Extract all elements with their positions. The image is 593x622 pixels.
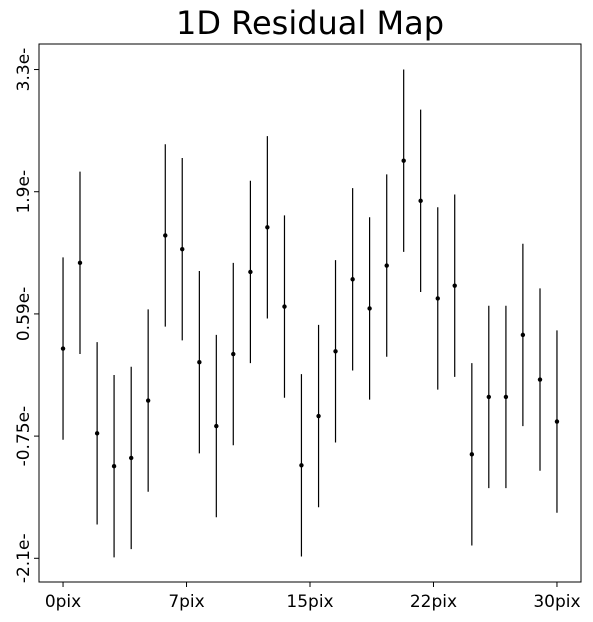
point (248, 269, 253, 275)
x-tick-label: 7pix (168, 592, 204, 612)
y-tick-label: 3.3e- (14, 48, 34, 92)
point (214, 423, 219, 429)
x-tick-label: 22pix (410, 592, 457, 612)
point (350, 277, 355, 282)
point (94, 431, 100, 436)
y-tick-label: -0.75e- (14, 406, 34, 467)
point (367, 306, 372, 311)
point (231, 351, 236, 357)
point (60, 346, 66, 351)
point (180, 246, 185, 252)
point (128, 455, 134, 461)
x-tick-label: 0pix (45, 592, 81, 612)
point (435, 296, 440, 301)
point (486, 394, 492, 400)
point (145, 398, 151, 403)
point (299, 463, 304, 468)
chart-title: 1D Residual Map (176, 4, 444, 42)
point (503, 394, 509, 400)
y-tick-label: -2.1e- (14, 533, 34, 583)
x-tick-label: 30pix (533, 592, 580, 612)
y-tick-label: 1.9e- (14, 170, 34, 214)
point (401, 158, 406, 163)
point (197, 360, 202, 365)
point (282, 304, 287, 309)
point (452, 283, 457, 288)
point (418, 198, 423, 204)
x-tick-label: 15pix (286, 592, 333, 612)
point (520, 332, 526, 338)
point (384, 263, 389, 268)
point (333, 349, 338, 354)
point (537, 377, 543, 382)
point (111, 463, 117, 469)
point (316, 413, 321, 419)
point (554, 419, 560, 424)
point (77, 260, 83, 266)
point (265, 225, 270, 230)
point (469, 452, 475, 457)
y-tick-label: 0.59e- (14, 287, 34, 341)
point (163, 233, 168, 238)
plot-frame (38, 43, 582, 583)
